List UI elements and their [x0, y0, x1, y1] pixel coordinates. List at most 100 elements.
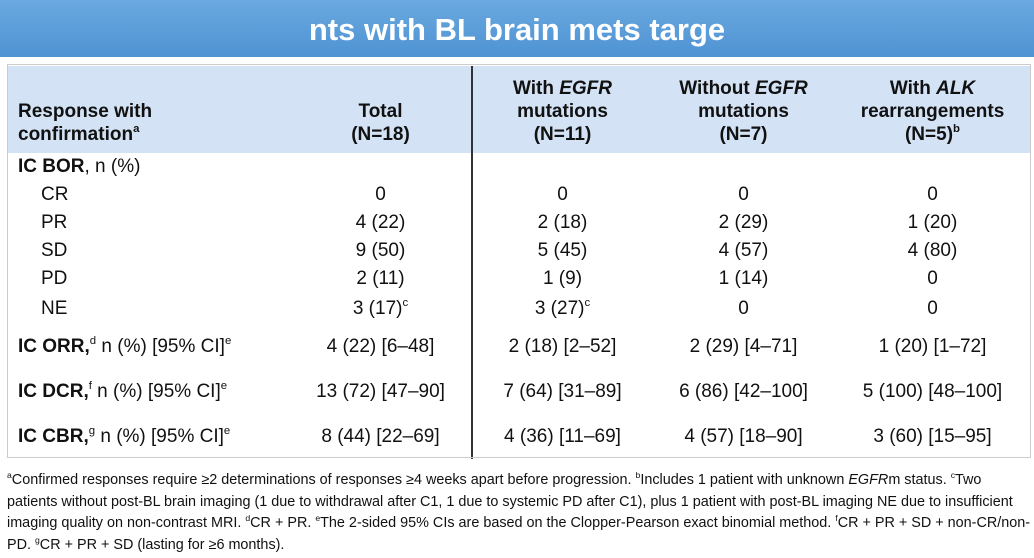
value-cell: 6 (86) [42–100] — [652, 369, 835, 414]
header-line: Without EGFR — [652, 77, 835, 100]
text-segment: With — [512, 78, 560, 99]
text-segment: e — [223, 424, 231, 437]
text-segment: c — [402, 296, 409, 309]
text-segment: 6 (86) [42–100] — [679, 380, 808, 402]
text-segment: Response with — [18, 101, 153, 122]
text-segment: With — [889, 78, 937, 99]
value-cell: 2 (18) — [472, 209, 652, 237]
value-cell: 4 (80) — [835, 237, 1030, 265]
value-cell: 0 — [835, 181, 1030, 209]
row-label: CR — [41, 184, 69, 205]
sub-row: NE 3 (17)c 3 (27)c 0 0 — [8, 293, 1030, 324]
text-segment: g — [88, 424, 96, 437]
text-segment: Confirmed responses require ≥2 determina… — [11, 472, 636, 488]
text-segment: Includes 1 patient with unknown — [640, 472, 849, 488]
value-cell: 7 (64) [31–89] — [472, 369, 652, 414]
row-label: PD — [41, 268, 68, 289]
text-segment: 2 (18) [2–52] — [508, 335, 617, 357]
text-segment: 13 (72) [47–90] — [316, 380, 445, 402]
empty-cell — [472, 153, 652, 181]
text-segment: 4 (57) — [718, 240, 769, 261]
text-segment: 4 (22) [6–48] — [326, 335, 435, 357]
response-table: Response with confirmationa Total (N=18) Wit… — [8, 66, 1031, 459]
row-label: IC BOR, n (%) — [8, 153, 290, 181]
text-segment: e — [315, 512, 321, 523]
empty-cell — [290, 153, 473, 181]
text-segment: 5 (100) [48–100] — [862, 380, 1003, 402]
header-line: (N=5)b — [835, 123, 1030, 146]
value-cell: 3 (27)c — [472, 293, 652, 324]
row-label: SD — [41, 240, 68, 261]
value-cell: 4 (22) — [290, 209, 473, 237]
header-line: confirmationa — [18, 123, 290, 146]
text-segment: EGFR — [559, 78, 613, 99]
value-cell: 8 (44) [22–69] — [290, 414, 473, 459]
text-segment: f — [88, 379, 92, 392]
text-segment: c — [950, 469, 956, 480]
text-segment: 2 (29) [4–71] — [689, 335, 798, 357]
text-segment: 0 — [927, 268, 938, 289]
text-segment: n (%) [95% CI] — [95, 425, 224, 447]
value-cell: 4 (36) [11–69] — [472, 414, 652, 459]
text-segment: a — [133, 123, 140, 136]
value-cell: 0 — [835, 293, 1030, 324]
value-cell: 2 (11) — [290, 265, 473, 293]
value-cell: 13 (72) [47–90] — [290, 369, 473, 414]
header-cell: Response with confirmationa — [8, 66, 290, 153]
empty-cell — [835, 153, 1030, 181]
row-label: PR — [41, 212, 68, 233]
empty-cell — [652, 153, 835, 181]
text-segment: 5 (45) — [537, 240, 588, 261]
text-segment: m status. — [888, 472, 951, 488]
text-segment: 3 (27) — [534, 297, 585, 319]
text-segment: 4 (36) [11–69] — [504, 425, 621, 447]
value-cell: 0 — [472, 181, 652, 209]
row-label: NE — [41, 297, 68, 319]
text-segment: Total — [358, 101, 403, 122]
text-segment: 3 (17) — [352, 297, 403, 319]
value-cell: 2 (29) — [652, 209, 835, 237]
text-segment: (N=11) — [533, 124, 592, 145]
header-line: (N=7) — [652, 123, 835, 146]
text-segment: 4 (57) [18–90] — [684, 425, 803, 447]
summary-row: IC DCR,f n (%) [95% CI]e 13 (72) [47–90] 7… — [8, 369, 1030, 414]
value-cell: 4 (57) [18–90] — [652, 414, 835, 459]
text-segment: mutations — [517, 101, 608, 122]
header-cell: Without EGFR mutations (N=7) — [652, 66, 835, 153]
value-cell: 4 (57) — [652, 237, 835, 265]
value-cell: 4 (22) [6–48] — [290, 324, 473, 369]
text-segment: 1 (9) — [542, 268, 583, 289]
value-cell: 0 — [652, 181, 835, 209]
row-label: IC ORR,d n (%) [95% CI]e — [8, 324, 290, 369]
footnotes: aConfirmed responses require ≥2 determin… — [7, 470, 1031, 556]
value-cell: 3 (17)c — [290, 293, 473, 324]
text-segment: g — [35, 534, 40, 545]
value-cell: 3 (60) [15–95] — [835, 414, 1030, 459]
text-segment: EGFR — [848, 472, 889, 488]
text-segment: d — [245, 512, 251, 523]
value-cell: 0 — [652, 293, 835, 324]
value-cell: 0 — [835, 265, 1030, 293]
text-segment: c — [584, 296, 591, 309]
sub-row: PR 4 (22) 2 (18) 2 (29) 1 (20) — [8, 209, 1030, 237]
text-segment: 7 (64) [31–89] — [503, 380, 622, 402]
title-bar: nts with BL brain mets targe — [0, 0, 1034, 57]
text-segment: IC CBR, — [18, 425, 89, 447]
text-segment: IC BOR — [18, 156, 85, 177]
text-segment: 1 (20) [1–72] — [878, 335, 987, 357]
text-segment: rearrangements — [860, 101, 1005, 122]
header-line: Total — [290, 100, 471, 123]
text-segment: b — [635, 469, 641, 480]
value-cell: 9 (50) — [290, 237, 473, 265]
header-line: rearrangements — [835, 100, 1030, 123]
text-segment: (N=18) — [351, 124, 410, 145]
text-segment: Two patients without post-BL brain imagi… — [7, 472, 1013, 531]
table-header: Response with confirmationa Total (N=18) Wit… — [8, 66, 1030, 153]
text-segment: 2 (18) — [537, 212, 588, 233]
value-cell: 2 (29) [4–71] — [652, 324, 835, 369]
text-segment: mutations — [698, 101, 789, 122]
value-cell: 2 (18) [2–52] — [472, 324, 652, 369]
text-segment: b — [953, 123, 960, 136]
text-segment: IC ORR, — [18, 335, 90, 357]
